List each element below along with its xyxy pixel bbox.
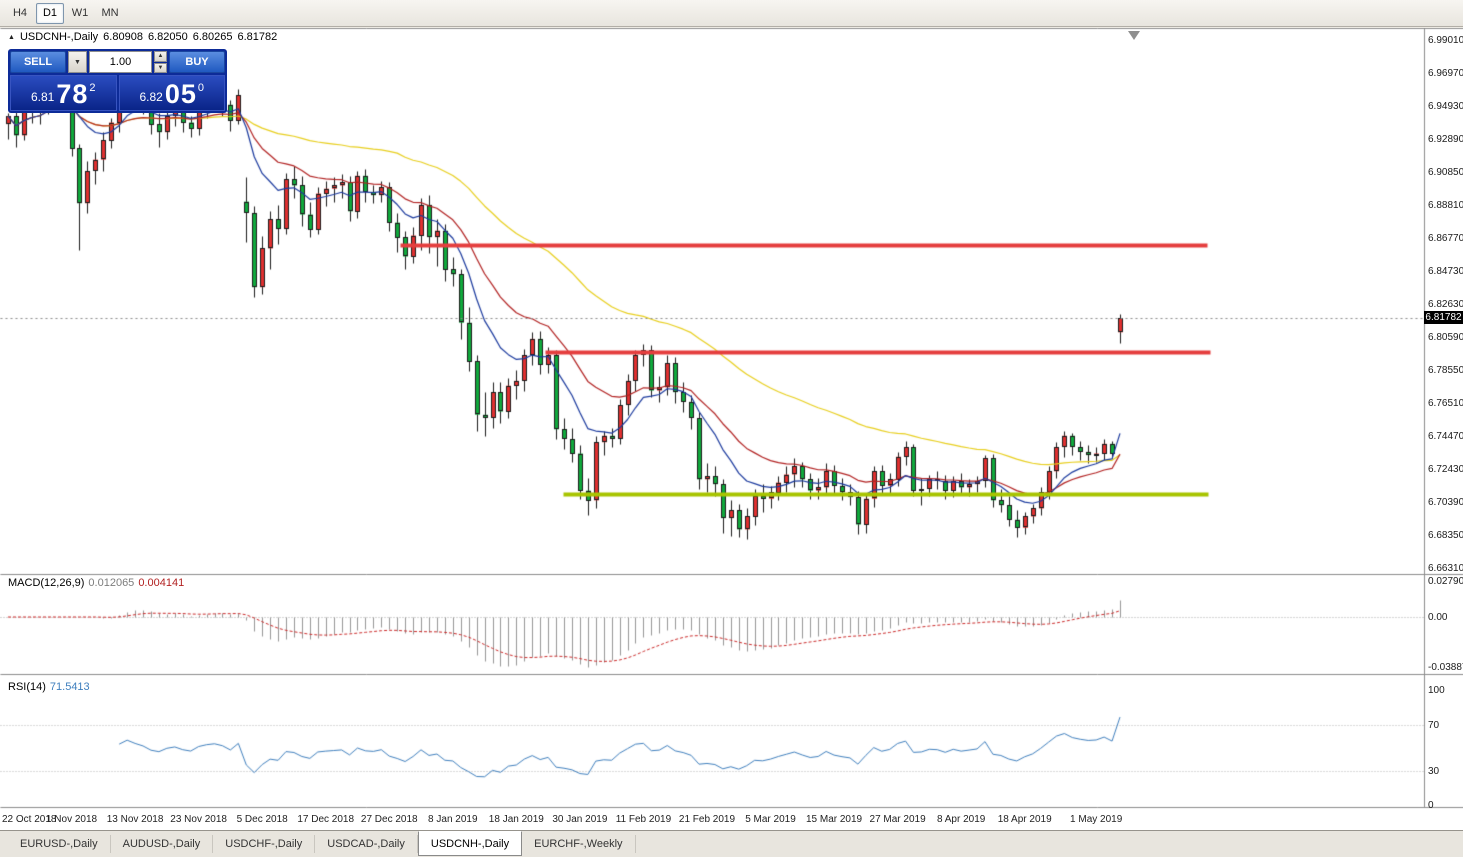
macd-indicator-label: MACD(12,26,9) 0.012065 0.004141 — [8, 577, 184, 589]
price-axis-label: 6.70390 — [1428, 497, 1463, 508]
price-axis-label: 6.84730 — [1428, 266, 1463, 277]
arrow-up-icon: ▲ — [157, 53, 164, 60]
price-axis-label: 6.68350 — [1428, 530, 1463, 541]
date-axis-label: 5 Mar 2019 — [745, 814, 796, 825]
price-axis-label: 6.90850 — [1428, 167, 1463, 178]
date-axis-label: 22 Oct 2018 — [2, 814, 57, 825]
buy-price-button[interactable]: 6.82 05 0 — [118, 75, 225, 111]
price-axis-label: 6.76510 — [1428, 398, 1463, 409]
price-axis-label: 6.92890 — [1428, 134, 1463, 145]
lot-size-input[interactable] — [90, 52, 151, 72]
tab-eurusd-daily[interactable]: EURUSD-,Daily — [8, 835, 111, 853]
price-chart-canvas[interactable] — [0, 28, 1463, 830]
buy-price-pips: 05 — [164, 79, 197, 109]
ohlc-high: 6.82050 — [147, 31, 188, 43]
rsi-axis-label: 0 — [1428, 800, 1434, 811]
tab-usdchf-daily[interactable]: USDCHF-,Daily — [213, 835, 316, 853]
date-axis-label: 8 Jan 2019 — [428, 814, 478, 825]
tab-audusd-daily[interactable]: AUDUSD-,Daily — [111, 835, 214, 853]
sell-price-fraction: 2 — [89, 82, 96, 94]
timeframe-d1-button[interactable]: D1 — [36, 2, 64, 24]
price-axis-label: 6.94930 — [1428, 101, 1463, 112]
lot-spin-up-button[interactable]: ▲ — [154, 51, 167, 62]
tab-usdcad-daily[interactable]: USDCAD-,Daily — [315, 835, 418, 853]
timeframe-h4-button[interactable]: H4 — [12, 7, 28, 19]
price-axis-label: 6.96970 — [1428, 68, 1463, 79]
timeframe-mn-button[interactable]: MN — [101, 7, 119, 19]
ohlc-open: 6.80908 — [103, 31, 143, 43]
macd-value: 0.012065 — [88, 577, 135, 589]
price-axis-label: 6.88810 — [1428, 200, 1463, 211]
macd-axis-label: -0.038871 — [1428, 662, 1463, 673]
chart-title-icon: ▲ — [8, 33, 15, 41]
rsi-indicator-name: RSI(14) — [8, 681, 46, 693]
date-axis-label: 1 May 2019 — [1070, 814, 1123, 825]
date-axis-label: 5 Dec 2018 — [236, 814, 288, 825]
sell-price-button[interactable]: 6.81 78 2 — [10, 75, 117, 111]
price-axis-label: 6.82630 — [1428, 299, 1463, 310]
sell-price-prefix: 6.81 — [30, 90, 55, 104]
lot-spin-down-button[interactable]: ▼ — [154, 62, 167, 73]
chart-symbol-label: USDCNH-,Daily — [19, 31, 99, 43]
rsi-indicator-label: RSI(14) 71.5413 — [8, 681, 90, 693]
ohlc-low: 6.80265 — [192, 31, 233, 43]
tab-usdcnh-daily[interactable]: USDCNH-,Daily — [417, 831, 523, 856]
chart-tab-bar: EURUSD-,Daily AUDUSD-,Daily USDCHF-,Dail… — [0, 830, 1463, 857]
price-axis-label: 6.66310 — [1428, 563, 1463, 574]
rsi-value: 71.5413 — [49, 681, 90, 693]
tab-eurchf-weekly[interactable]: EURCHF-,Weekly — [522, 835, 636, 853]
rsi-axis-label: 100 — [1428, 685, 1445, 696]
date-axis-label: 1 Nov 2018 — [45, 814, 98, 825]
price-axis-label: 6.99010 — [1428, 35, 1463, 46]
date-axis-label: 18 Jan 2019 — [488, 814, 544, 825]
date-axis-label: 27 Mar 2019 — [869, 814, 926, 825]
lot-dropdown-button[interactable]: ▼ — [68, 51, 87, 73]
buy-button[interactable]: BUY — [169, 51, 225, 73]
one-click-trading-panel: SELL ▼ ▲ ▼ BUY 6.81 78 2 6.82 05 0 — [8, 49, 227, 113]
rsi-axis-label: 30 — [1428, 766, 1440, 777]
current-price-tag: 6.81782 — [1424, 311, 1463, 324]
macd-axis-label: 0.027908 — [1428, 576, 1463, 587]
date-axis-label: 18 Apr 2019 — [997, 814, 1052, 825]
date-axis-label: 23 Nov 2018 — [170, 814, 227, 825]
date-axis-label: 17 Dec 2018 — [297, 814, 355, 825]
timeframe-w1-button[interactable]: W1 — [71, 7, 89, 19]
macd-signal-value: 0.004141 — [138, 577, 185, 589]
date-axis-label: 27 Dec 2018 — [360, 814, 418, 825]
sell-price-pips: 78 — [56, 79, 89, 109]
price-axis-label: 6.78550 — [1428, 365, 1463, 376]
rsi-axis-label: 70 — [1428, 720, 1440, 731]
sell-button[interactable]: SELL — [10, 51, 66, 73]
arrow-down-icon: ▼ — [157, 64, 164, 71]
chart-title: ▲ USDCNH-,Daily 6.80908 6.82050 6.80265 … — [8, 31, 277, 43]
ohlc-close: 6.81782 — [237, 31, 278, 43]
date-axis-label: 11 Feb 2019 — [615, 814, 672, 825]
date-axis-label: 15 Mar 2019 — [805, 814, 863, 825]
date-axis-label: 8 Apr 2019 — [936, 814, 986, 825]
chart-shift-marker-icon — [1128, 31, 1140, 40]
buy-price-fraction: 0 — [197, 82, 205, 94]
price-axis-label: 6.86770 — [1428, 233, 1463, 244]
date-axis-label: 13 Nov 2018 — [106, 814, 164, 825]
price-axis-label: 6.74470 — [1428, 431, 1463, 442]
timeframe-toolbar: H4 D1 W1 MN — [0, 0, 1463, 27]
price-axis-label: 6.72430 — [1428, 464, 1463, 475]
date-axis-label: 21 Feb 2019 — [678, 814, 736, 825]
chevron-down-icon: ▼ — [74, 58, 81, 66]
date-axis-label: 30 Jan 2019 — [552, 814, 608, 825]
buy-price-prefix: 6.82 — [139, 90, 163, 104]
macd-axis-label: 0.00 — [1428, 612, 1448, 623]
chart-window: ▲ USDCNH-,Daily 6.80908 6.82050 6.80265 … — [0, 28, 1463, 830]
macd-indicator-name: MACD(12,26,9) — [8, 577, 85, 589]
price-axis-label: 6.80590 — [1428, 332, 1463, 343]
